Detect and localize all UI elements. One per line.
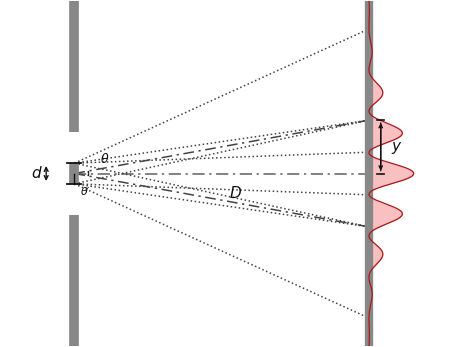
Text: d: d xyxy=(31,166,41,181)
Text: D: D xyxy=(230,186,242,201)
Text: θ′: θ′ xyxy=(81,187,90,197)
Text: θ: θ xyxy=(100,153,108,166)
Text: y: y xyxy=(391,139,400,154)
